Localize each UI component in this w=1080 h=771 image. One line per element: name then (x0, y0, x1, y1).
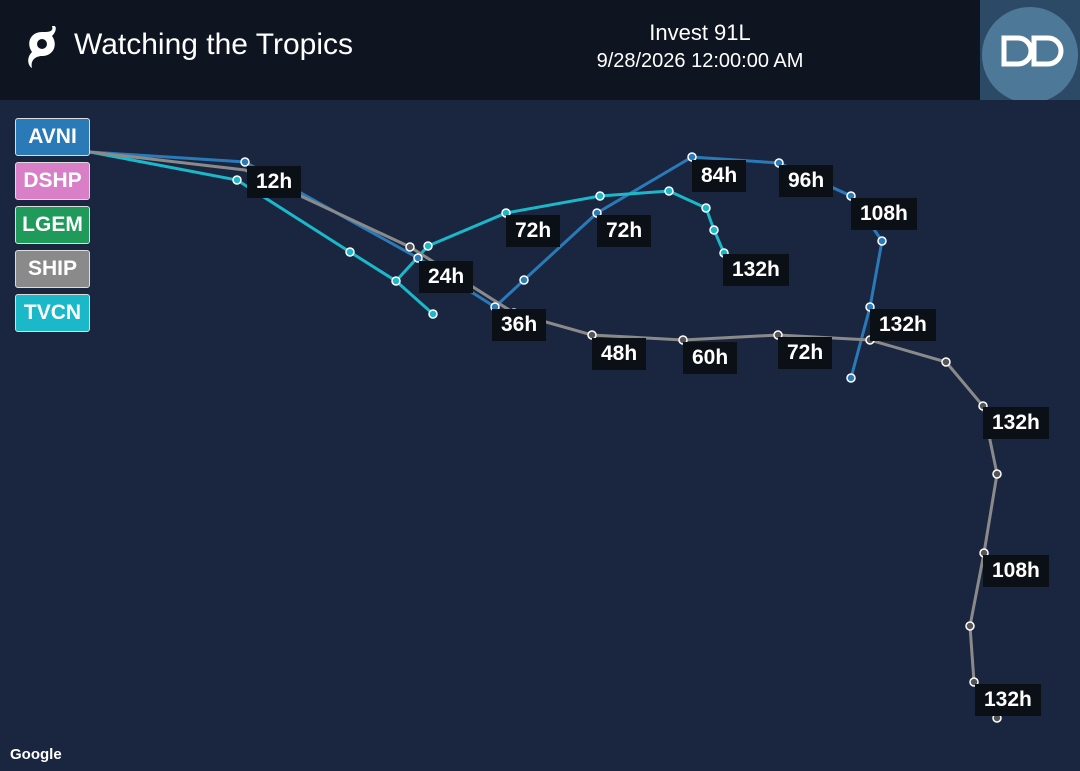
legend-item[interactable]: TVCN (15, 294, 90, 332)
forecast-hour-label: 72h (778, 337, 833, 369)
forecast-hour-label: 72h (506, 215, 561, 247)
forecast-hour-label: 132h (723, 254, 789, 286)
logo (980, 0, 1080, 100)
storm-name: Invest 91L (649, 20, 751, 45)
storm-icon (28, 26, 56, 68)
forecast-hour-label: 132h (975, 684, 1041, 716)
forecast-hour-label: 96h (779, 165, 834, 197)
forecast-hour-label: 48h (592, 338, 647, 370)
forecast-hour-label: 84h (692, 160, 747, 192)
forecast-hour-label: 108h (851, 198, 917, 230)
app-title: Watching the Tropics (74, 28, 354, 61)
track-avni (89, 150, 884, 379)
forecast-hour-label: 12h (247, 166, 302, 198)
legend-item[interactable]: LGEM (15, 206, 90, 244)
legend-item[interactable]: AVNI (15, 118, 90, 156)
legend-item[interactable]: DSHP (15, 162, 90, 200)
forecast-hour-label: 60h (683, 342, 738, 374)
forecast-time: 9/28/2026 12:00:00 AM (596, 50, 804, 72)
header: Watching the Tropics Invest 91L 9/28/202… (0, 0, 1080, 100)
forecast-hour-label: 36h (492, 309, 547, 341)
map (89, 150, 1002, 723)
legend-item[interactable]: SHIP (15, 250, 90, 288)
forecast-hour-label: 132h (983, 407, 1049, 439)
forecast-hour-label: 132h (870, 309, 936, 341)
forecast-hour-label: 24h (419, 261, 474, 293)
forecast-hour-label: 72h (597, 215, 652, 247)
attribution: Google (10, 746, 62, 763)
forecast-hour-label: 108h (983, 555, 1049, 587)
